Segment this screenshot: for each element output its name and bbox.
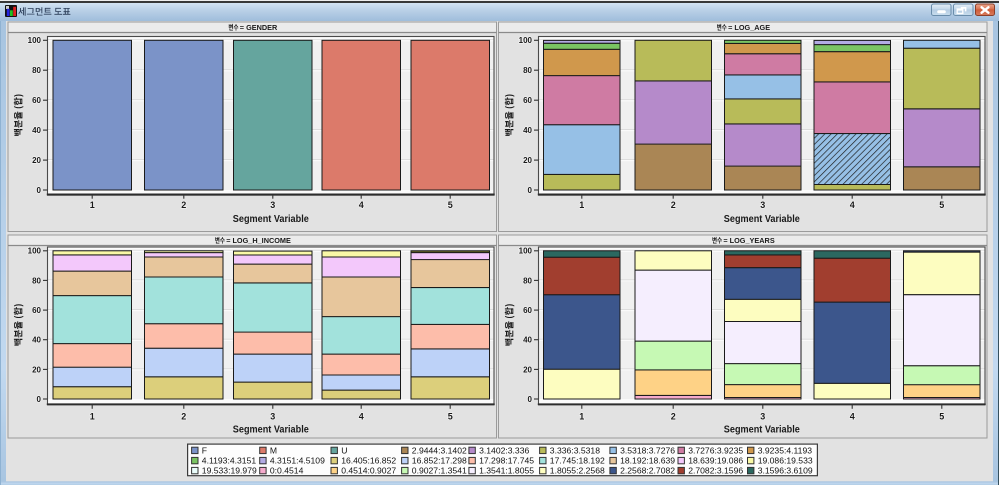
svg-text:3: 3 [760,411,765,421]
svg-text:4: 4 [359,411,364,421]
svg-text:2: 2 [181,200,186,210]
svg-text:Segment Variable: Segment Variable [724,214,800,225]
svg-text:40: 40 [32,336,41,345]
svg-text:0.4514:0.9027: 0.4514:0.9027 [341,466,396,476]
svg-text:= LOG_H_INCOME: = LOG_H_INCOME [226,236,291,245]
svg-text:17.745:18.192: 17.745:18.192 [550,456,605,466]
svg-text:1: 1 [579,411,584,421]
svg-text:2.7082:3.1596: 2.7082:3.1596 [688,466,743,476]
svg-text:5: 5 [448,411,453,421]
svg-text:16.852:17.298: 16.852:17.298 [412,456,467,466]
svg-text:18.192:18.639: 18.192:18.639 [620,456,675,466]
svg-text:100: 100 [28,36,42,45]
svg-text:Segment Variable: Segment Variable [233,214,309,225]
svg-text:F: F [202,445,207,455]
svg-text:80: 80 [32,66,41,75]
svg-text:0: 0 [37,395,42,404]
svg-text:= GENDER: = GENDER [240,23,278,32]
svg-text:3.1402:3.336: 3.1402:3.336 [479,445,529,455]
svg-text:20: 20 [523,365,532,374]
svg-text:100: 100 [519,36,533,45]
svg-text:1: 1 [579,200,584,210]
svg-text:20: 20 [523,156,532,165]
svg-text:3.9235:4.1193: 3.9235:4.1193 [758,445,813,455]
svg-text:U: U [341,445,347,455]
svg-text:1.3541:1.8055: 1.3541:1.8055 [479,466,534,476]
svg-text:1.8055:2.2568: 1.8055:2.2568 [550,466,605,476]
svg-text:3.7276:3.9235: 3.7276:3.9235 [688,445,743,455]
svg-text:60: 60 [32,306,41,315]
svg-text:4: 4 [359,200,364,210]
svg-text:0:0.4514: 0:0.4514 [270,466,304,476]
svg-text:Segment Variable: Segment Variable [724,424,800,435]
svg-text:3: 3 [270,411,275,421]
svg-text:20: 20 [32,365,41,374]
svg-text:3: 3 [760,200,765,210]
svg-text:= LOG_AGE: = LOG_AGE [728,23,770,32]
svg-text:4.3151:4.5109: 4.3151:4.5109 [270,456,325,466]
svg-text:4.1193:4.3151: 4.1193:4.3151 [202,456,257,466]
svg-text:80: 80 [32,276,41,285]
svg-text:40: 40 [523,126,532,135]
svg-text:4: 4 [850,411,855,421]
svg-text:18.639:19.086: 18.639:19.086 [688,456,743,466]
svg-text:80: 80 [523,276,532,285]
svg-text:19.086:19.533: 19.086:19.533 [758,456,813,466]
svg-text:3.1596:3.6109: 3.1596:3.6109 [758,466,813,476]
svg-text:60: 60 [523,96,532,105]
svg-text:19.533:19.979: 19.533:19.979 [202,466,257,476]
svg-text:Segment Variable: Segment Variable [233,424,309,435]
svg-text:2: 2 [181,411,186,421]
svg-text:1: 1 [90,200,95,210]
svg-text:2.9444:3.1402: 2.9444:3.1402 [412,445,467,455]
svg-text:3.5318:3.7276: 3.5318:3.7276 [620,445,675,455]
svg-text:0: 0 [528,395,533,404]
svg-text:2.2568:2.7082: 2.2568:2.7082 [620,466,675,476]
svg-text:5: 5 [448,200,453,210]
svg-text:16.405:16.852: 16.405:16.852 [341,456,396,466]
svg-text:60: 60 [523,306,532,315]
svg-text:5: 5 [939,411,944,421]
svg-text:2: 2 [671,411,676,421]
svg-text:1: 1 [90,411,95,421]
svg-text:5: 5 [939,200,944,210]
svg-text:0: 0 [528,186,533,195]
svg-text:0: 0 [37,186,42,195]
svg-text:0.9027:1.3541: 0.9027:1.3541 [412,466,467,476]
svg-text:3.336:3.5318: 3.336:3.5318 [550,445,600,455]
svg-text:40: 40 [32,126,41,135]
svg-text:= LOG_YEARS: = LOG_YEARS [723,236,774,245]
svg-text:40: 40 [523,336,532,345]
svg-text:17.298:17.745: 17.298:17.745 [479,456,534,466]
svg-text:60: 60 [32,96,41,105]
svg-text:80: 80 [523,66,532,75]
svg-text:4: 4 [850,200,855,210]
svg-text:3: 3 [270,200,275,210]
svg-text:2: 2 [671,200,676,210]
svg-text:100: 100 [28,247,42,256]
svg-text:20: 20 [32,156,41,165]
svg-text:M: M [270,445,277,455]
svg-text:100: 100 [519,247,533,256]
